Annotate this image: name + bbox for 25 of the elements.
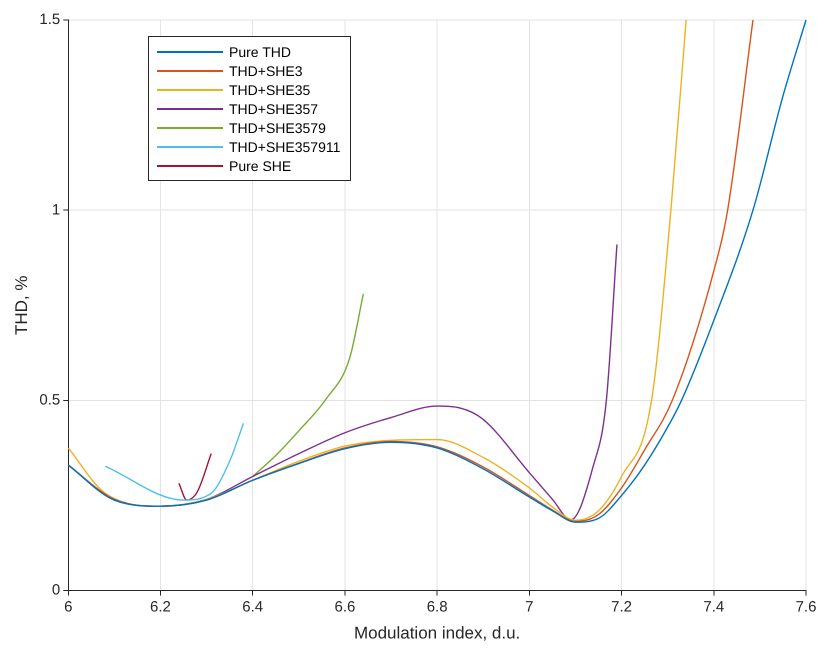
x-tick-label: 6.6 xyxy=(334,598,356,616)
legend-label: THD+SHE35 xyxy=(229,82,310,98)
y-tick-label: 0.5 xyxy=(39,392,60,409)
y-tick-label: 1 xyxy=(52,201,60,218)
y-tick-label: 1.5 xyxy=(39,11,60,28)
x-tick-label: 7.4 xyxy=(703,598,724,616)
legend-label: THD+SHE357911 xyxy=(229,138,340,154)
legend-label: Pure THD xyxy=(229,44,291,60)
x-tick-label: 6.4 xyxy=(242,598,264,616)
x-tick-label: 7.6 xyxy=(796,598,816,616)
legend-label: THD+SHE3579 xyxy=(229,120,326,136)
line-series xyxy=(104,422,244,501)
legend-label: THD+SHE357 xyxy=(229,100,318,116)
legend-label: THD+SHE3 xyxy=(229,62,303,78)
line-series xyxy=(178,452,212,501)
x-tick-label: 7.2 xyxy=(611,598,632,616)
x-tick-label: 6.8 xyxy=(426,598,448,616)
x-tick-label: 7 xyxy=(525,598,534,616)
y-tick-label: 0 xyxy=(52,582,60,599)
x-tick-label: 6 xyxy=(64,598,72,616)
x-tick-label: 6.2 xyxy=(150,598,171,616)
legend-label: Pure SHE xyxy=(229,158,292,174)
y-axis-title: THD, % xyxy=(12,276,31,336)
x-axis-title: Modulation index, d.u. xyxy=(354,623,520,642)
line-series xyxy=(252,293,364,478)
